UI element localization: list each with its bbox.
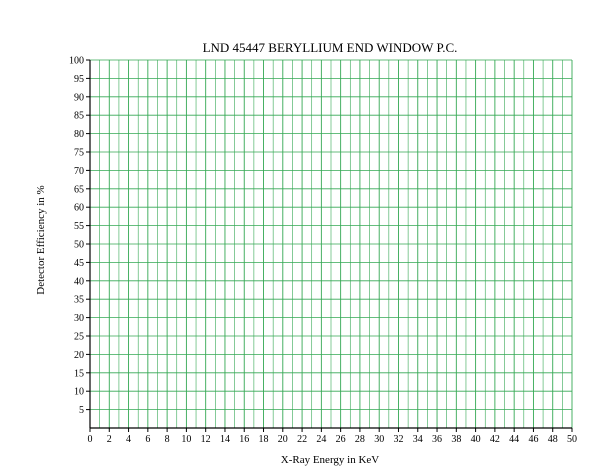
x-tick-label: 38 — [451, 434, 461, 445]
x-tick-label: 14 — [220, 434, 230, 445]
x-tick-label: 22 — [297, 434, 307, 445]
x-tick-label: 40 — [471, 434, 481, 445]
y-tick-label: 35 — [74, 295, 84, 306]
y-tick-label: 40 — [74, 276, 84, 287]
x-tick-label: 32 — [393, 434, 403, 445]
x-tick-label: 0 — [88, 434, 93, 445]
y-tick-label: 60 — [74, 203, 84, 214]
y-tick-label: 90 — [74, 92, 84, 103]
x-tick-label: 6 — [145, 434, 150, 445]
x-tick-label: 2 — [107, 434, 112, 445]
x-tick-label: 4 — [126, 434, 131, 445]
x-tick-label: 34 — [413, 434, 423, 445]
x-tick-label: 16 — [239, 434, 249, 445]
y-tick-label: 25 — [74, 332, 84, 343]
x-tick-label: 12 — [201, 434, 211, 445]
x-tick-label: 10 — [181, 434, 191, 445]
x-tick-label: 26 — [336, 434, 346, 445]
y-axis-label: Detector Efficiency in % — [35, 185, 47, 294]
y-tick-label: 75 — [74, 148, 84, 159]
x-tick-label: 28 — [355, 434, 365, 445]
chart-title: LND 45447 BERYLLIUM END WINDOW P.C. — [203, 40, 458, 55]
y-tick-label: 95 — [74, 74, 84, 85]
x-axis-label: X-Ray Energy in KeV — [281, 454, 380, 466]
x-tick-label: 46 — [528, 434, 538, 445]
y-tick-label: 30 — [74, 313, 84, 324]
x-tick-label: 24 — [316, 434, 326, 445]
y-tick-label: 15 — [74, 368, 84, 379]
y-tick-label: 55 — [74, 221, 84, 232]
x-tick-label: 8 — [165, 434, 170, 445]
x-tick-label: 50 — [567, 434, 577, 445]
y-tick-label: 70 — [74, 166, 84, 177]
y-tick-label: 45 — [74, 258, 84, 269]
series-group — [95, 60, 572, 399]
y-tick-label: 5 — [79, 405, 84, 416]
y-tick-labels: 5 10 15 20 25 30 35 40 45 50 55 60 65 70 75 80 85 90 95 100 — [69, 56, 90, 416]
x-tick-labels: 0 2 4 6 8 10 12 14 16 18 20 22 24 26 28 30 32 34 36 38 40 42 4… — [88, 428, 577, 445]
y-tick-label: 80 — [74, 129, 84, 140]
y-tick-label: 20 — [74, 350, 84, 361]
x-tick-label: 18 — [259, 434, 269, 445]
x-tick-label: 42 — [490, 434, 500, 445]
grid — [89, 59, 573, 429]
y-tick-label: 65 — [74, 184, 84, 195]
y-tick-label: 85 — [74, 111, 84, 122]
x-tick-label: 44 — [509, 434, 519, 445]
x-tick-label: 20 — [278, 434, 288, 445]
x-tick-label: 48 — [548, 434, 558, 445]
y-tick-label: 10 — [74, 387, 84, 398]
y-tick-label: 50 — [74, 240, 84, 251]
x-tick-label: 36 — [432, 434, 442, 445]
y-tick-label: 100 — [69, 56, 84, 67]
x-tick-label: 30 — [374, 434, 384, 445]
